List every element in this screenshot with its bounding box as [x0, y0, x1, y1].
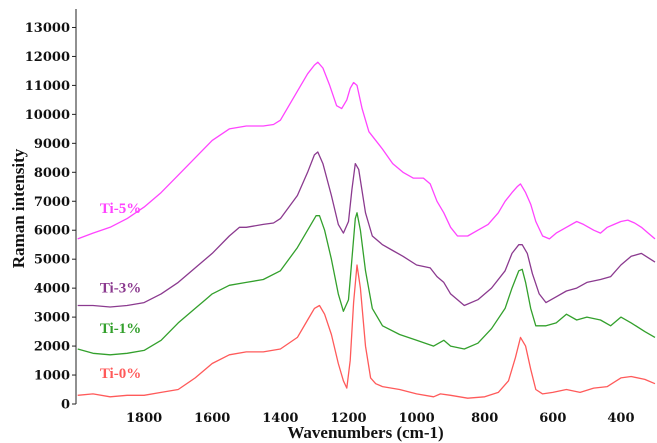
- series-label-ti-5: Ti-5%: [100, 201, 141, 217]
- x-tick-label: 400: [607, 411, 634, 426]
- x-tick-label: 1600: [194, 411, 230, 426]
- x-axis-ticks: 1800 1600 1400 1200 1000 800 600 400: [126, 411, 634, 426]
- y-tick-label: 11000: [25, 79, 70, 94]
- y-tick-label: 2000: [34, 340, 70, 355]
- series-label-ti-1: Ti-1%: [100, 321, 141, 337]
- x-tick-label: 1000: [398, 411, 434, 426]
- y-tick-label: 4000: [34, 282, 70, 297]
- x-tick-label: 1400: [262, 411, 298, 426]
- x-tick-label: 1200: [330, 411, 366, 426]
- y-axis-title: Raman intensity: [9, 148, 28, 268]
- series-line-ti-3: [77, 151, 656, 308]
- y-tick-label: 3000: [34, 311, 70, 326]
- series-line-ti-1: [77, 212, 656, 356]
- y-tick-label: 5000: [34, 253, 70, 268]
- y-tick-label: 12000: [25, 50, 70, 65]
- series-line-ti-5: [77, 61, 656, 240]
- series-labels: Ti-0% Ti-1% Ti-3% Ti-5%: [100, 201, 141, 382]
- y-tick-label: 7000: [34, 195, 70, 210]
- y-tick-label: 8000: [34, 166, 70, 181]
- series-label-ti-0: Ti-0%: [100, 366, 141, 382]
- series-label-ti-3: Ti-3%: [100, 280, 141, 296]
- y-tick-label: 6000: [34, 224, 70, 239]
- x-tick-label: 1800: [126, 411, 162, 426]
- y-tick-label: 9000: [34, 137, 70, 152]
- y-tick-label: 13000: [25, 21, 70, 36]
- x-tick-label: 800: [471, 411, 498, 426]
- y-tick-label: 10000: [25, 108, 70, 123]
- x-tick-label: 600: [539, 411, 566, 426]
- plot-area: 0 1000 2000 3000 4000 5000 6000 7000 8000 9000 100…: [25, 9, 656, 426]
- y-axis-ticks: 0 1000 2000 3000 4000 5000 6000 7000 8000 9000 100…: [25, 21, 76, 413]
- y-tick-label: 1000: [34, 369, 70, 384]
- x-axis-title: Wavenumbers (cm-1): [287, 423, 443, 442]
- series-lines: [77, 61, 656, 399]
- series-line-ti-0: [77, 264, 656, 399]
- y-tick-label: 0: [61, 398, 70, 413]
